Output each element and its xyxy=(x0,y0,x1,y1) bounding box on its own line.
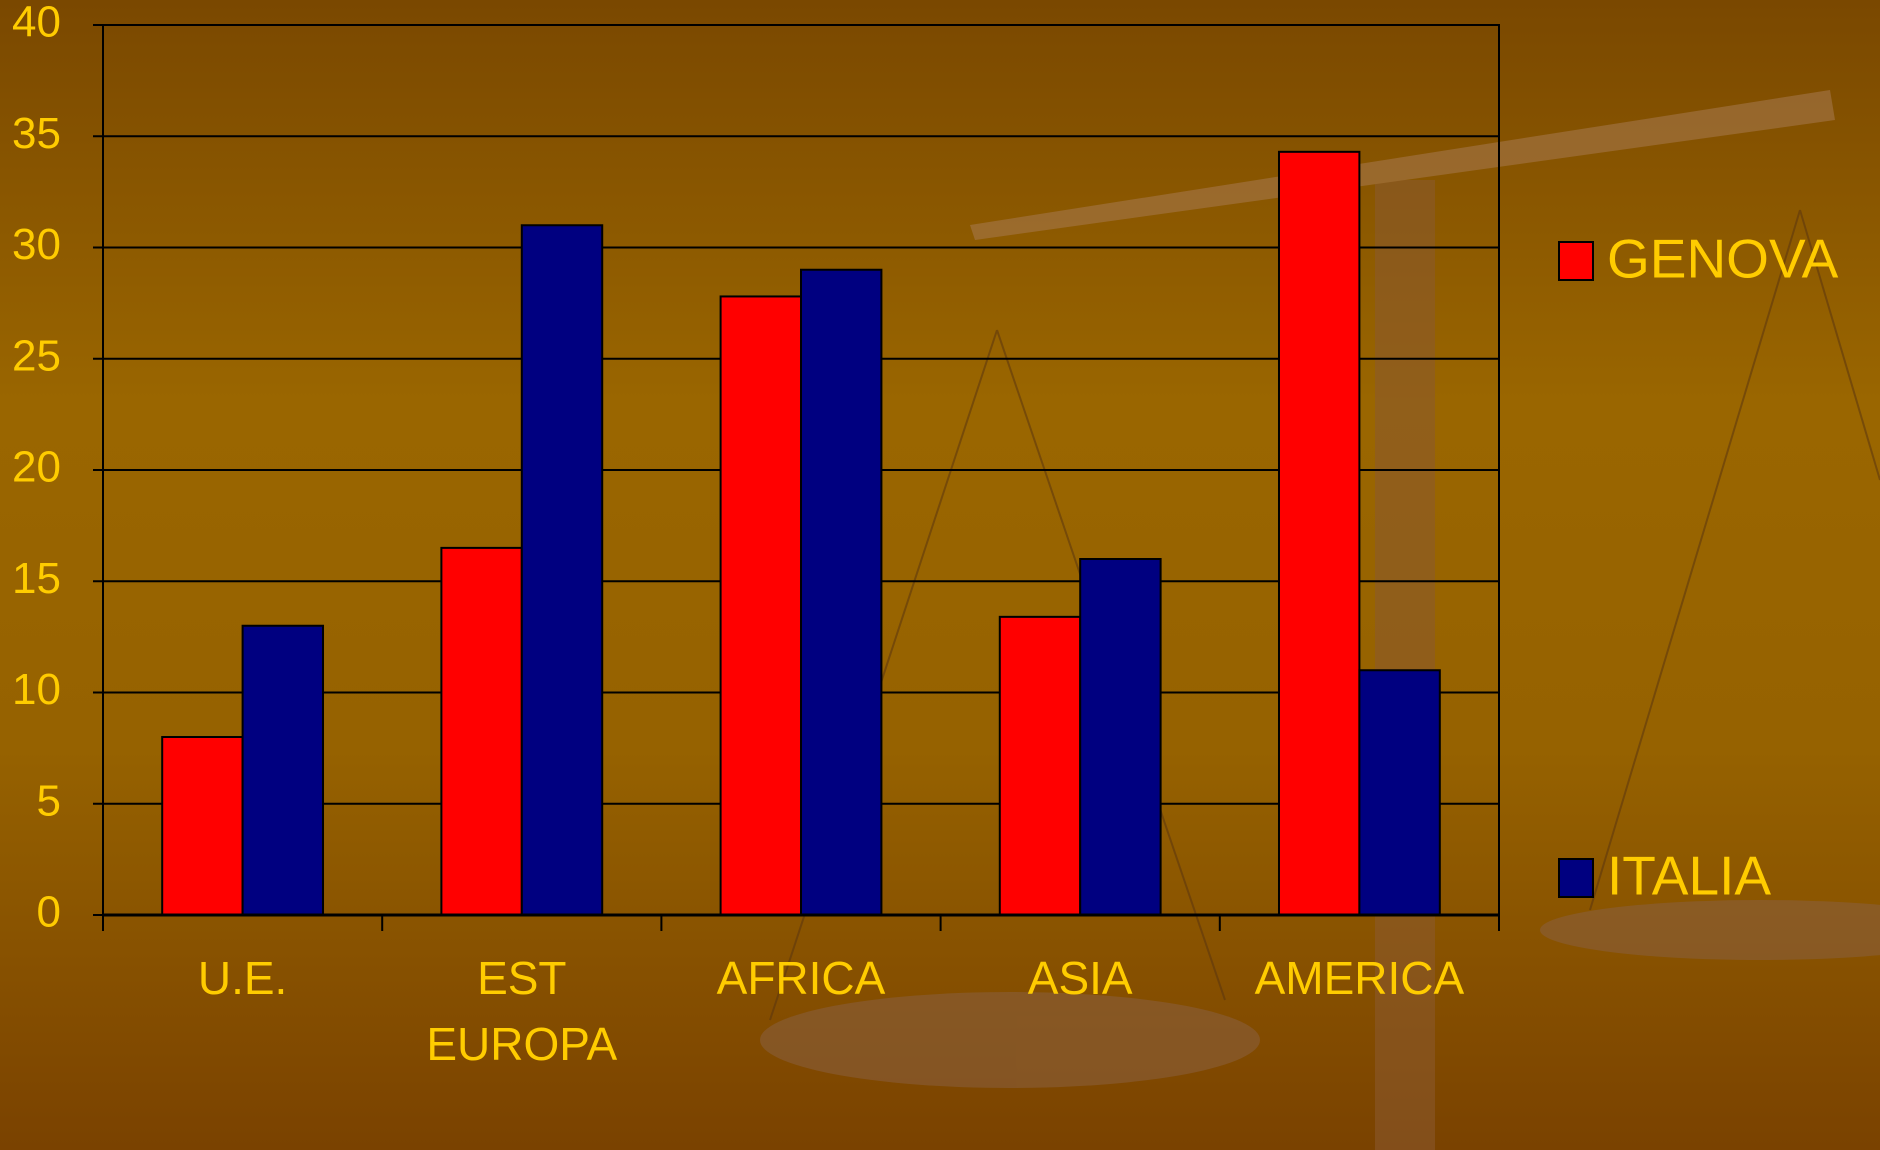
legend-swatch xyxy=(1558,241,1594,281)
y-tick-label: 0 xyxy=(37,888,61,937)
bar xyxy=(1079,558,1162,916)
bar xyxy=(1358,669,1441,916)
y-tick-label: 30 xyxy=(12,220,61,269)
y-tick-label: 10 xyxy=(12,665,61,714)
bar xyxy=(520,224,604,916)
bar xyxy=(440,546,523,916)
legend-label: ITALIA xyxy=(1607,845,1771,907)
legend-label: GENOVA xyxy=(1607,228,1839,290)
bar xyxy=(998,615,1082,916)
y-tick-label: 35 xyxy=(12,109,61,158)
x-tick-label: U.E. xyxy=(197,952,288,1004)
legend-swatch xyxy=(1558,858,1594,898)
x-tick-label: ASIA xyxy=(1027,952,1133,1004)
bar xyxy=(800,268,883,916)
y-tick-label: 20 xyxy=(12,443,61,492)
x-tick-label: EST EUROPA xyxy=(426,952,618,1070)
x-tick-label: AFRICA xyxy=(716,952,886,1004)
y-tick-label: 15 xyxy=(12,554,61,603)
bar xyxy=(719,295,802,916)
bar xyxy=(1277,150,1361,916)
y-tick-label: 5 xyxy=(37,776,61,825)
bar xyxy=(241,624,325,916)
bar xyxy=(161,736,244,916)
y-tick-label: 25 xyxy=(12,331,61,380)
y-tick-label: 40 xyxy=(12,0,61,47)
x-tick-label: AMERICA xyxy=(1254,952,1465,1004)
scale-decoration xyxy=(760,90,1880,1150)
